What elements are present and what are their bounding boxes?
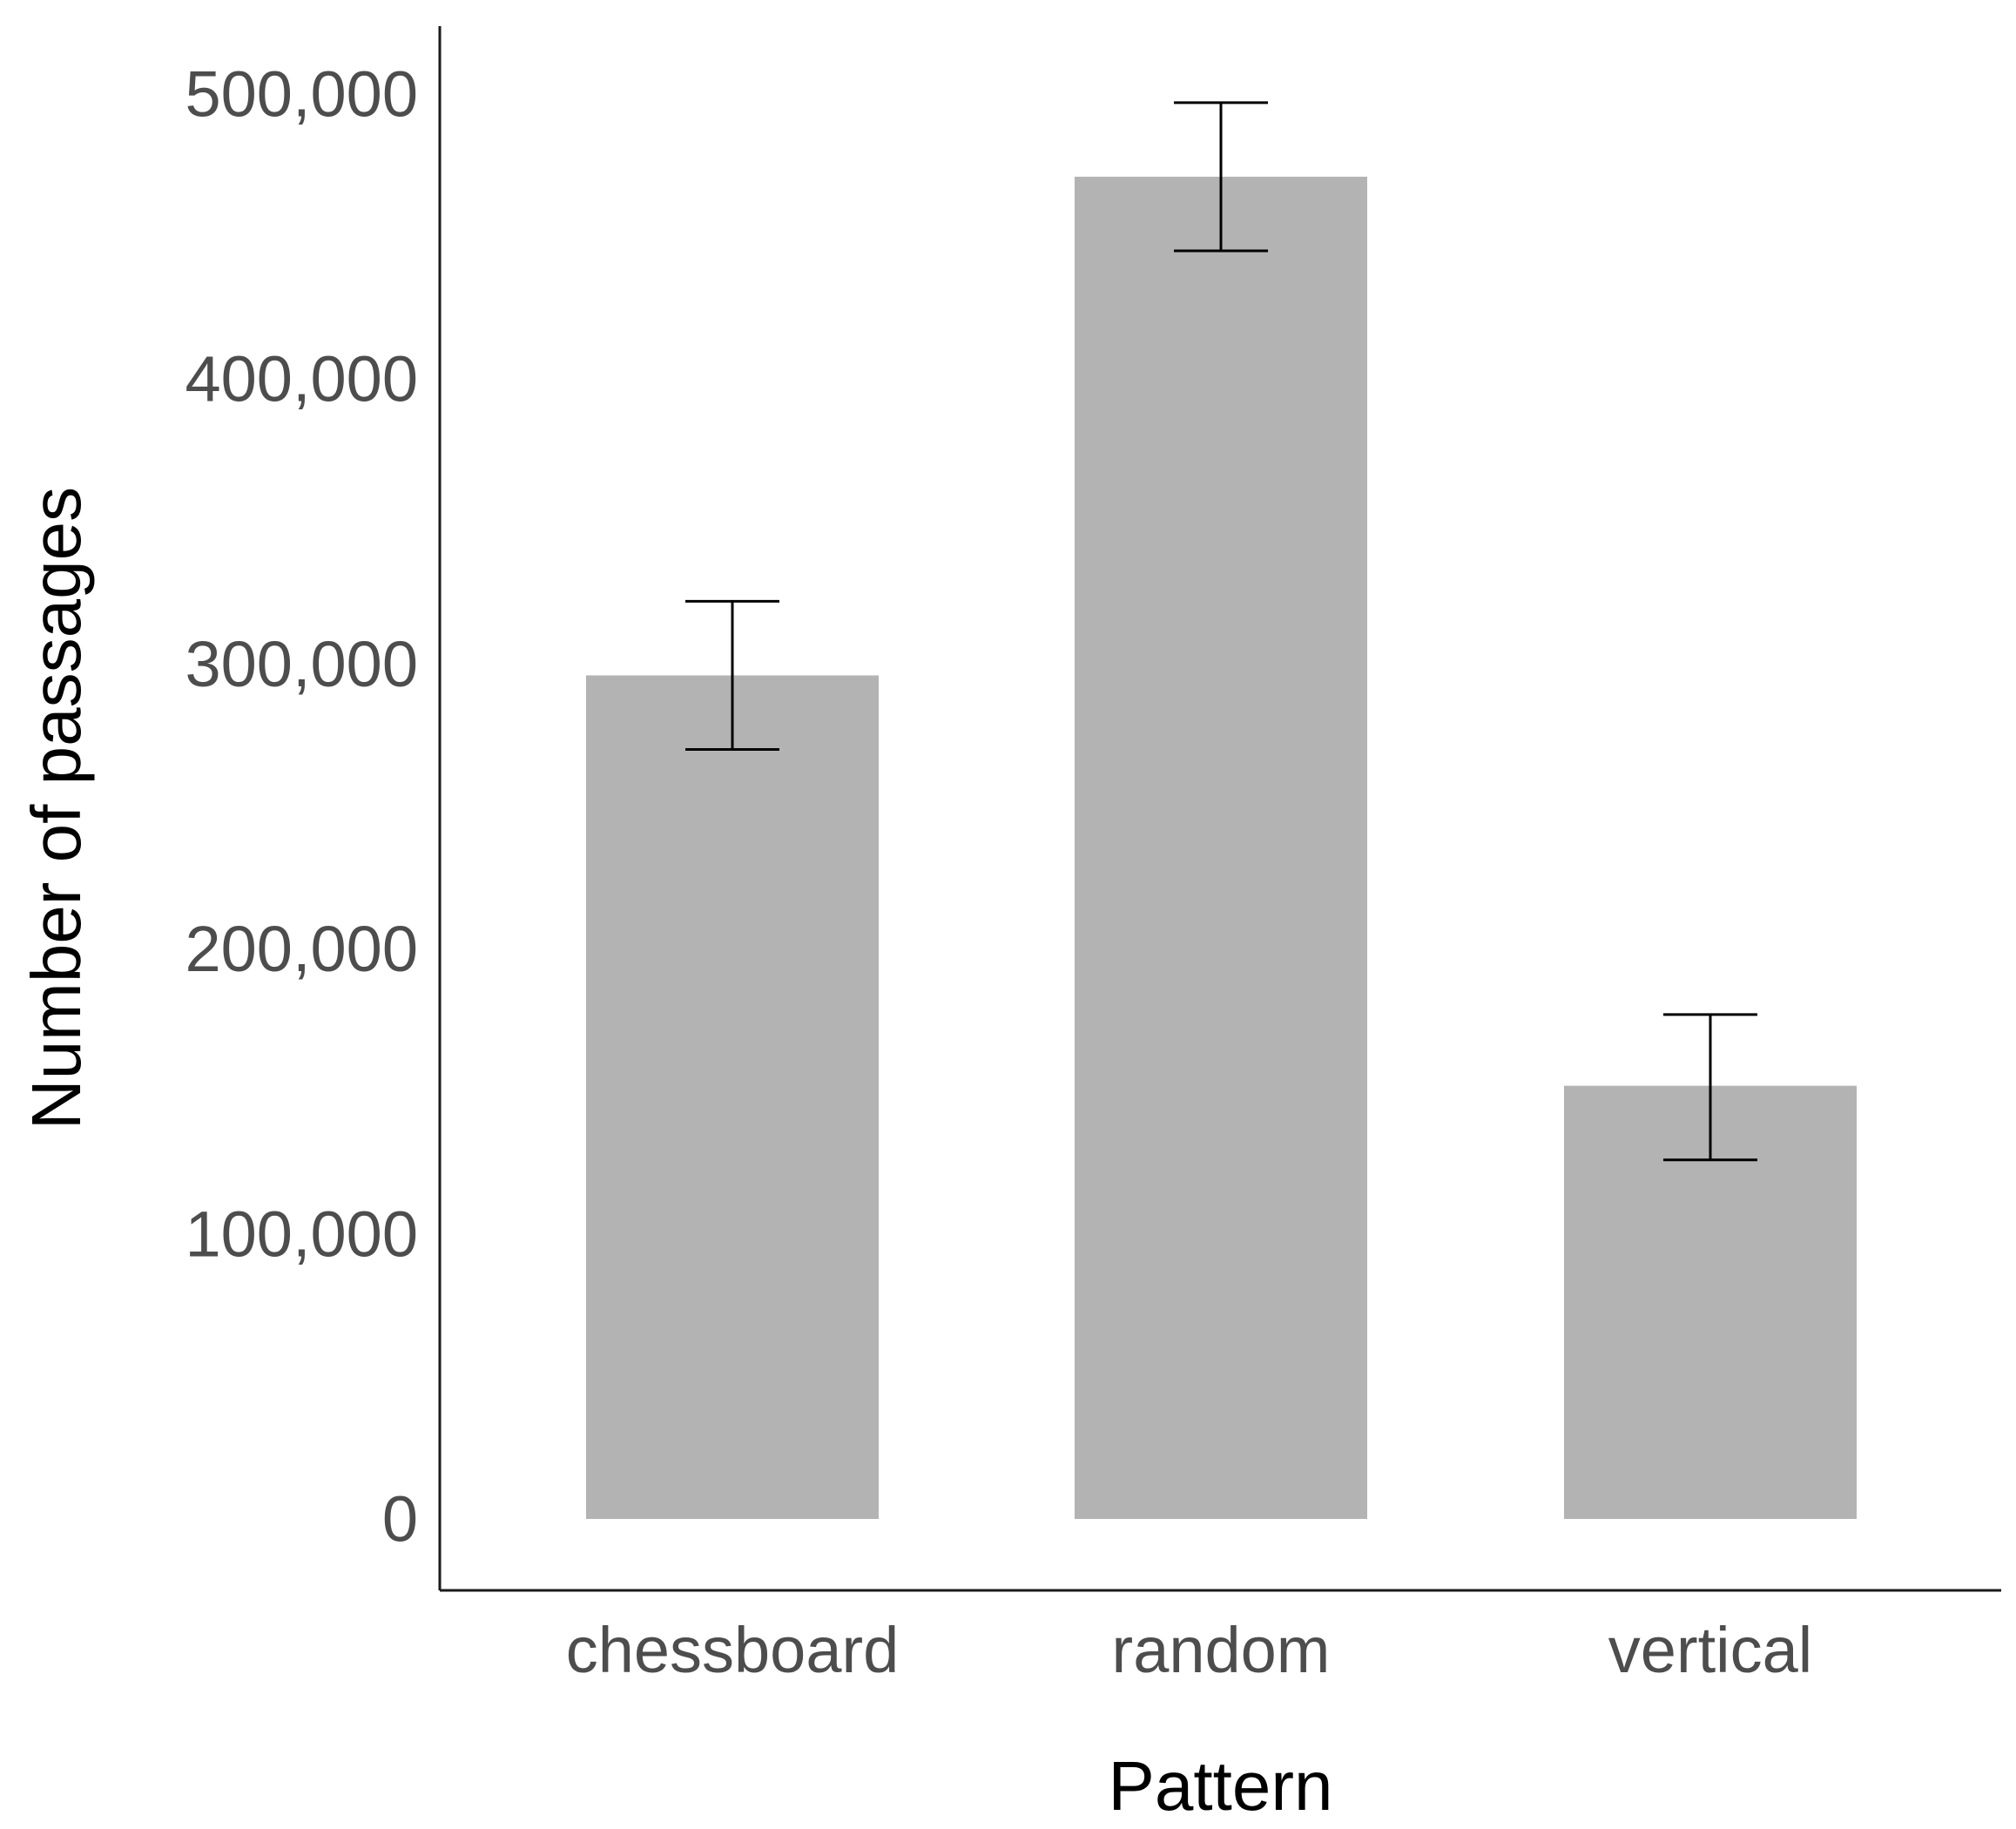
errorbar-random xyxy=(1174,101,1268,253)
y-tick-label: 200,000 xyxy=(185,913,419,985)
y-tick-label: 300,000 xyxy=(185,628,419,700)
bar-chessboard xyxy=(586,675,879,1519)
y-tick-labels: 0 100,000 200,000 300,000 400,000 500,000 xyxy=(185,58,419,1556)
x-tick-label-vertical: vertical xyxy=(1608,1614,1812,1686)
y-tick-label: 400,000 xyxy=(185,343,419,415)
bar-random xyxy=(1075,176,1367,1520)
x-tick-labels: chessboard random vertical xyxy=(566,1614,1812,1686)
bars-group xyxy=(586,176,1857,1520)
y-tick-label: 0 xyxy=(382,1483,418,1556)
errorbars-group xyxy=(685,101,1757,1162)
y-tick-label: 500,000 xyxy=(185,58,419,131)
x-axis-title: Pattern xyxy=(1109,1747,1333,1825)
y-tick-label: 100,000 xyxy=(185,1198,419,1270)
x-tick-label-random: random xyxy=(1112,1614,1331,1686)
x-tick-label-chessboard: chessboard xyxy=(566,1614,900,1686)
errorbar-chessboard xyxy=(685,599,779,752)
y-axis-title: Number of passages xyxy=(17,487,95,1130)
errorbar-vertical xyxy=(1663,1013,1757,1162)
